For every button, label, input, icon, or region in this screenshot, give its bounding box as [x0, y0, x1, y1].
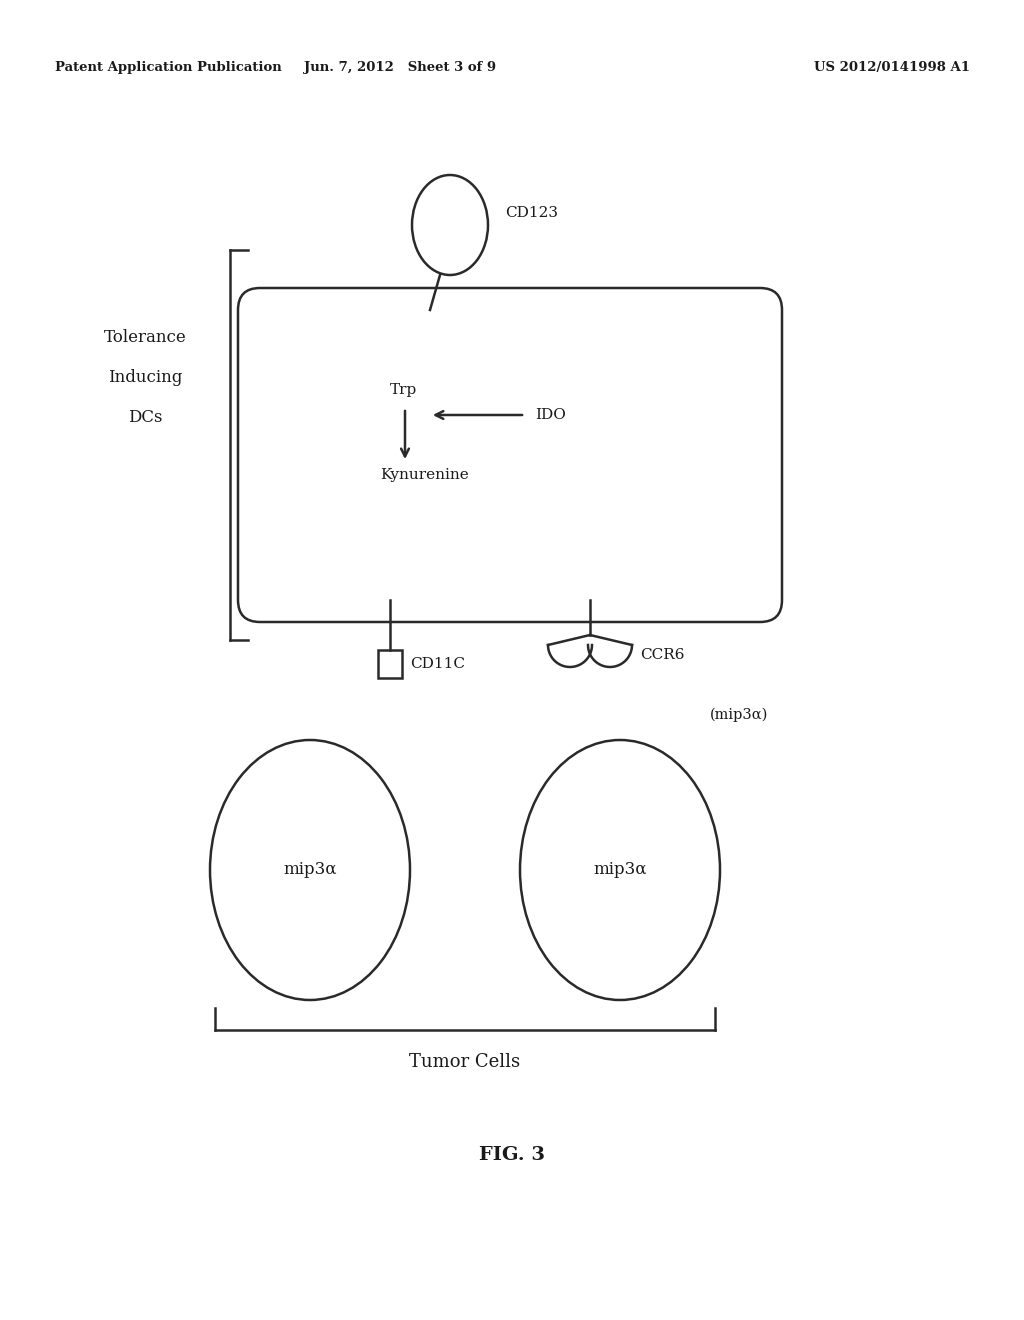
Ellipse shape — [412, 176, 488, 275]
Text: FIG. 3: FIG. 3 — [479, 1146, 545, 1164]
Text: IDO: IDO — [535, 408, 566, 422]
Text: Inducing: Inducing — [108, 370, 182, 387]
Ellipse shape — [210, 741, 410, 1001]
Text: Jun. 7, 2012   Sheet 3 of 9: Jun. 7, 2012 Sheet 3 of 9 — [304, 62, 496, 74]
Text: (mip3α): (mip3α) — [710, 708, 768, 722]
Ellipse shape — [520, 741, 720, 1001]
Text: Tolerance: Tolerance — [103, 330, 186, 346]
Text: CD11C: CD11C — [410, 657, 465, 671]
Text: Tumor Cells: Tumor Cells — [410, 1053, 520, 1071]
Text: Trp: Trp — [390, 383, 417, 397]
Text: Patent Application Publication: Patent Application Publication — [55, 62, 282, 74]
Text: Kynurenine: Kynurenine — [380, 469, 469, 482]
Text: mip3α: mip3α — [284, 862, 337, 879]
Text: DCs: DCs — [128, 409, 162, 426]
Text: US 2012/0141998 A1: US 2012/0141998 A1 — [814, 62, 970, 74]
FancyBboxPatch shape — [238, 288, 782, 622]
Text: mip3α: mip3α — [593, 862, 647, 879]
Text: CD123: CD123 — [505, 206, 558, 220]
Text: CCR6: CCR6 — [640, 648, 684, 663]
Bar — [378, 649, 402, 678]
